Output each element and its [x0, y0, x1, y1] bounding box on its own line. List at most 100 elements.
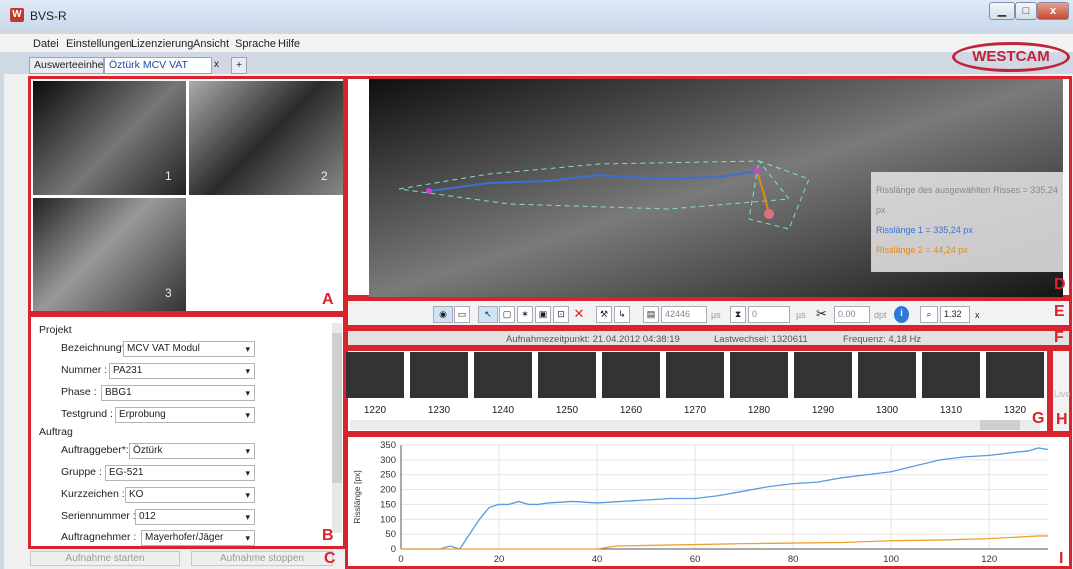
frame-label: 1320: [1003, 405, 1027, 416]
frame-thumbnail[interactable]: [730, 352, 788, 398]
zoom-icon: ⌕: [920, 306, 938, 323]
annotation-label-c: C: [324, 550, 336, 567]
camera-thumbnail[interactable]: 3: [33, 198, 186, 311]
delay-input[interactable]: 0: [748, 306, 790, 323]
zoom-unit: x: [975, 310, 980, 320]
auftragnehmer-select[interactable]: Mayerhofer/Jäger: [141, 530, 255, 546]
frame-thumbnail[interactable]: [858, 352, 916, 398]
crack-edit-icon[interactable]: ▣: [535, 306, 551, 323]
menu-sprache[interactable]: Sprache: [235, 38, 276, 50]
eye-icon[interactable]: ◉: [433, 306, 453, 323]
y-tick-label: 250: [380, 470, 396, 481]
exposure-input[interactable]: 42446: [661, 306, 707, 323]
hourglass-icon: ⧗: [730, 306, 746, 323]
frame-thumbnail[interactable]: [474, 352, 532, 398]
crack-length-1: Risslänge 1 = 335,24 px: [876, 225, 973, 235]
frame-thumbnail[interactable]: [922, 352, 980, 398]
capture-time: Aufnahmezeitpunkt: 21.04.2012 04:38:19: [506, 334, 680, 345]
section-projekt-header[interactable]: Projekt: [39, 324, 72, 336]
testgrund-select[interactable]: Erprobung: [115, 407, 255, 423]
crack-length-2: Risslänge 2 = 44,24 px: [876, 245, 968, 255]
crop-icon[interactable]: ⊡: [553, 306, 569, 323]
load-cycles: Lastwechsel: 1320611: [714, 334, 808, 345]
frame-label: 1280: [747, 405, 771, 416]
maximize-button[interactable]: □: [1015, 2, 1037, 20]
frame-thumbnail[interactable]: [986, 352, 1044, 398]
frame-label: 1230: [427, 405, 451, 416]
thumbnail-number: 2: [321, 169, 328, 183]
bezeichnung-select[interactable]: MCV VAT Modul: [123, 341, 255, 357]
kurzzeichen-select[interactable]: KO: [125, 487, 255, 503]
delete-icon[interactable]: ✕: [573, 306, 585, 321]
menu-datei[interactable]: Datei: [33, 38, 59, 50]
frame-thumbnail[interactable]: [538, 352, 596, 398]
wrench-icon[interactable]: ⚒: [596, 306, 612, 323]
phase-select[interactable]: BBG1: [101, 385, 255, 401]
project-form-panel: Projekt Bezeichnung*: MCV VAT Modul Numm…: [28, 314, 346, 549]
stop-recording-button[interactable]: Aufnahme stoppen: [191, 551, 333, 566]
frame-thumbnail[interactable]: [666, 352, 724, 398]
menu-hilfe[interactable]: Hilfe: [278, 38, 301, 50]
phase-label: Phase :: [61, 386, 97, 398]
camera-thumbnails-panel: 1 2 3 A: [28, 76, 346, 314]
menu-lizenzierung[interactable]: Lizenzierung: [131, 38, 194, 50]
ruler-icon[interactable]: ▭: [454, 306, 470, 323]
start-recording-button[interactable]: Aufnahme starten: [30, 551, 180, 566]
kurzzeichen-label: Kurzzeichen :: [61, 488, 125, 500]
frame-strip-scrollbar[interactable]: [350, 420, 1040, 430]
section-auftrag-header[interactable]: Auftrag: [39, 426, 73, 438]
tab-close-icon[interactable]: x: [214, 59, 219, 70]
x-tick-label: 0: [398, 554, 403, 565]
camera-thumbnail[interactable]: 2: [189, 81, 343, 195]
exposure-unit: µs: [711, 310, 721, 320]
frame-label: 1290: [811, 405, 835, 416]
y-tick-label: 350: [380, 440, 396, 451]
frame-label: 1310: [939, 405, 963, 416]
frame-thumbnail[interactable]: [794, 352, 852, 398]
frequency: Frequenz: 4,18 Hz: [843, 334, 922, 345]
annotation-label-f: F: [1054, 329, 1064, 346]
magic-wand-icon[interactable]: ✶: [517, 306, 533, 323]
series-line-1: [401, 447, 1049, 550]
frame-thumbnail[interactable]: [410, 352, 468, 398]
form-scrollbar-thumb[interactable]: [332, 333, 342, 483]
focus-input[interactable]: 0.00: [834, 306, 870, 323]
annotation-label-e: E: [1054, 303, 1065, 320]
thumbnail-number: 1: [165, 169, 172, 183]
select-tool-icon[interactable]: ↖: [478, 306, 498, 323]
x-tick-label: 80: [788, 554, 799, 565]
auftraggeber-label: Auftraggeber*:: [61, 444, 129, 456]
add-tab-button[interactable]: +: [231, 57, 247, 74]
frame-thumbnail[interactable]: [602, 352, 660, 398]
zoom-input[interactable]: 1.32: [940, 306, 970, 323]
exposure-icon: ▤: [643, 306, 659, 323]
app-icon: W: [10, 8, 24, 22]
menu-einstellungen[interactable]: Einstellungen: [66, 38, 133, 50]
annotation-label-a: A: [322, 291, 334, 308]
rectangle-tool-icon[interactable]: ▢: [499, 306, 515, 323]
export-icon[interactable]: ↳: [614, 306, 630, 323]
y-axis-label: Risslänge [px]: [352, 470, 362, 523]
close-button[interactable]: x: [1037, 2, 1069, 20]
nummer-select[interactable]: PA231: [109, 363, 255, 379]
info-icon[interactable]: i: [894, 306, 909, 323]
y-tick-label: 50: [385, 529, 396, 540]
y-tick-label: 200: [380, 485, 396, 496]
frame-strip-scrollbar-thumb[interactable]: [980, 420, 1020, 430]
minimize-button[interactable]: ▁: [989, 2, 1015, 20]
nummer-label: Nummer :: [61, 364, 108, 376]
series-line-2: [401, 535, 1048, 550]
tab-auswerteeinheit[interactable]: Auswerteeinheit: [29, 57, 109, 74]
tab-active-module[interactable]: Öztürk MCV VAT Modul: [104, 57, 212, 86]
gruppe-select[interactable]: EG-521: [105, 465, 255, 481]
camera-thumbnail[interactable]: 1: [33, 81, 186, 195]
auftraggeber-select[interactable]: Öztürk: [129, 443, 255, 459]
form-scrollbar[interactable]: [332, 323, 342, 533]
thumbnail-number: 3: [165, 286, 172, 300]
menu-ansicht[interactable]: Ansicht: [193, 38, 230, 50]
frame-thumbnail[interactable]: [346, 352, 404, 398]
live-button[interactable]: Live: [1054, 389, 1071, 399]
live-panel: Live H: [1050, 348, 1072, 434]
x-tick-label: 100: [883, 554, 899, 565]
seriennummer-select[interactable]: 012: [135, 509, 255, 525]
